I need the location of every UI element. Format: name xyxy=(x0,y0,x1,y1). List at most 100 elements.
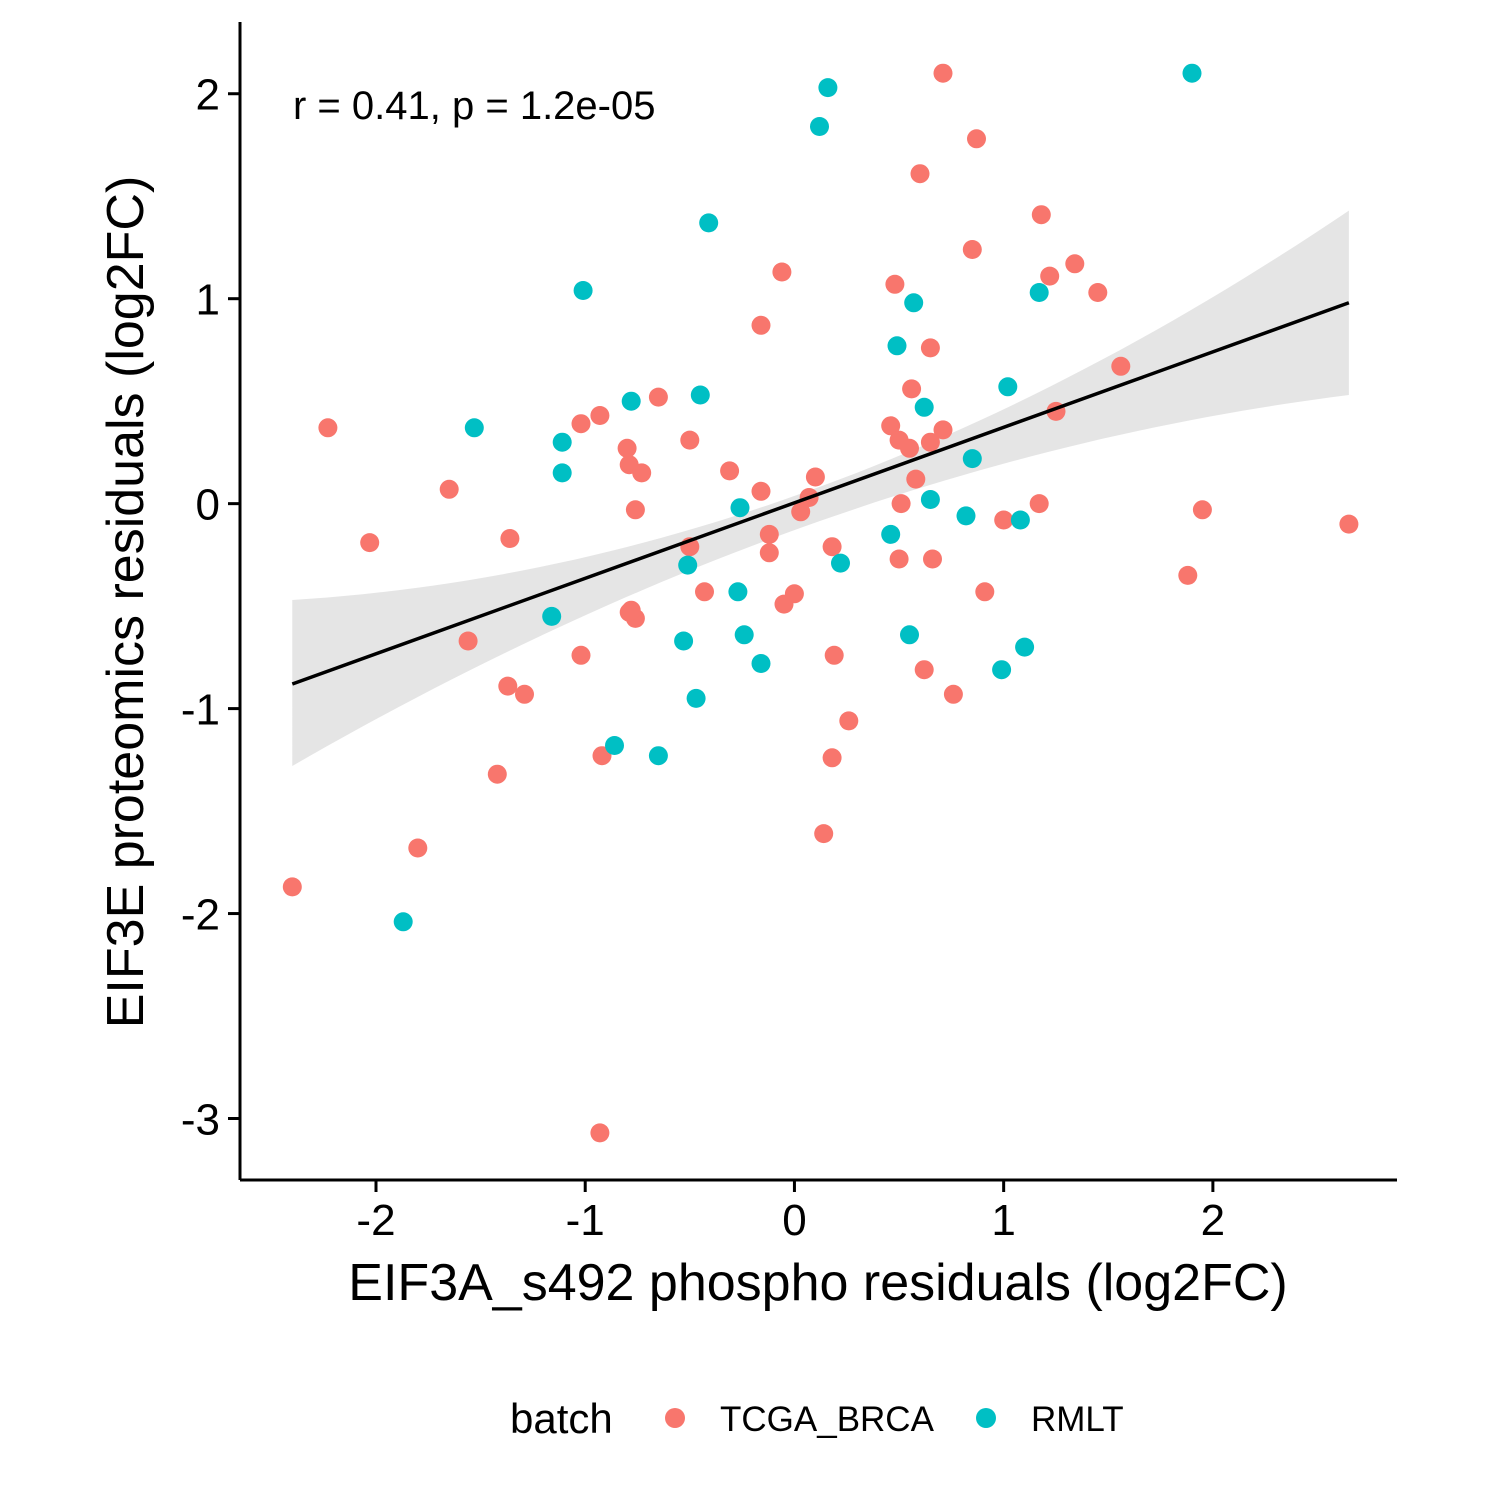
point-tcga-brca-52 xyxy=(906,469,926,489)
point-tcga-brca-49 xyxy=(920,338,940,358)
point-tcga-brca-39 xyxy=(839,711,859,731)
point-rmlt-7 xyxy=(621,391,641,411)
legend-key-tcga-brca xyxy=(665,1408,685,1428)
point-tcga-brca-21 xyxy=(621,600,641,620)
point-tcga-brca-33 xyxy=(784,584,804,604)
legend: batch TCGA_BRCA RMLT xyxy=(510,1395,1124,1442)
legend-key-rmlt xyxy=(976,1408,996,1428)
point-tcga-brca-53 xyxy=(920,432,940,452)
confidence-band-layer xyxy=(292,210,1349,767)
x-axis-title: EIF3A_s492 phospho residuals (log2FC) xyxy=(348,1254,1287,1312)
point-tcga-brca-43 xyxy=(910,164,930,184)
point-rmlt-13 xyxy=(699,213,719,233)
point-tcga-brca-7 xyxy=(500,529,520,548)
point-tcga-brca-63 xyxy=(1040,266,1060,286)
x-tick-label: 2 xyxy=(1201,1196,1225,1245)
point-tcga-brca-3 xyxy=(439,479,459,499)
point-tcga-brca-34 xyxy=(805,467,825,487)
point-tcga-brca-62 xyxy=(1031,205,1051,225)
regression-line-layer xyxy=(291,301,1350,686)
point-tcga-brca-57 xyxy=(923,549,942,569)
point-tcga-brca-59 xyxy=(943,684,963,704)
regression-line xyxy=(291,301,1350,686)
point-rmlt-25 xyxy=(914,397,934,417)
point-tcga-brca-4 xyxy=(408,838,428,858)
point-tcga-brca-22 xyxy=(648,387,668,407)
point-rmlt-33 xyxy=(1029,283,1049,302)
point-tcga-brca-2 xyxy=(360,533,380,553)
point-rmlt-4 xyxy=(573,281,593,300)
point-tcga-brca-61 xyxy=(994,510,1014,530)
legend-title: batch xyxy=(510,1395,613,1442)
point-tcga-brca-9 xyxy=(515,684,534,704)
point-rmlt-23 xyxy=(904,293,924,313)
point-tcga-brca-6 xyxy=(487,764,507,784)
point-tcga-brca-10 xyxy=(571,414,591,434)
x-tick-label: 1 xyxy=(991,1196,1015,1245)
point-rmlt-0 xyxy=(393,912,413,932)
point-tcga-brca-1 xyxy=(318,418,338,438)
point-rmlt-22 xyxy=(887,336,907,356)
point-tcga-brca-68 xyxy=(1111,356,1131,376)
point-rmlt-3 xyxy=(552,463,572,483)
y-axis-title: EIF3E proteomics residuals (log2FC) xyxy=(97,176,155,1029)
point-tcga-brca-0 xyxy=(282,877,302,897)
point-rmlt-20 xyxy=(831,553,850,573)
point-tcga-brca-60 xyxy=(975,582,995,602)
y-tick-label: 2 xyxy=(196,71,220,120)
point-rmlt-31 xyxy=(1010,510,1030,530)
point-tcga-brca-58 xyxy=(914,660,934,680)
point-rmlt-5 xyxy=(542,606,562,626)
point-rmlt-6 xyxy=(605,736,624,755)
point-rmlt-16 xyxy=(734,625,754,645)
point-rmlt-17 xyxy=(751,654,771,673)
y-tick-label: -3 xyxy=(181,1096,220,1145)
confidence-band xyxy=(292,210,1349,767)
point-rmlt-18 xyxy=(810,117,829,136)
point-tcga-brca-37 xyxy=(822,537,842,557)
point-tcga-brca-44 xyxy=(933,63,953,83)
point-tcga-brca-8 xyxy=(498,676,518,696)
point-rmlt-30 xyxy=(998,377,1018,397)
point-tcga-brca-45 xyxy=(967,129,986,149)
x-tick-label: -1 xyxy=(566,1196,605,1245)
point-rmlt-10 xyxy=(678,555,698,575)
point-rmlt-21 xyxy=(881,524,901,544)
legend-label-tcga-brca: TCGA_BRCA xyxy=(720,1400,935,1439)
point-rmlt-24 xyxy=(900,625,919,645)
point-tcga-brca-14 xyxy=(590,1123,610,1143)
point-tcga-brca-25 xyxy=(695,582,714,602)
axes-layer: -2 -1 0 1 2 -3 -2 -1 0 1 2 xyxy=(181,22,1397,1245)
point-tcga-brca-23 xyxy=(680,430,700,450)
x-tick-label: 0 xyxy=(782,1196,806,1245)
legend-label-rmlt: RMLT xyxy=(1031,1400,1124,1439)
point-tcga-brca-5 xyxy=(458,631,478,651)
point-tcga-brca-42 xyxy=(885,274,905,294)
point-tcga-brca-65 xyxy=(1088,283,1108,302)
y-tick-label: 1 xyxy=(196,276,220,325)
point-rmlt-11 xyxy=(686,688,706,708)
point-tcga-brca-70 xyxy=(1178,565,1198,585)
point-tcga-brca-12 xyxy=(590,406,610,425)
point-tcga-brca-46 xyxy=(962,240,982,259)
point-rmlt-12 xyxy=(690,385,710,405)
point-tcga-brca-17 xyxy=(632,463,652,483)
point-rmlt-15 xyxy=(730,498,750,518)
point-rmlt-26 xyxy=(920,490,940,509)
y-tick-label: -2 xyxy=(181,891,220,940)
point-tcga-brca-36 xyxy=(791,502,811,522)
point-tcga-brca-69 xyxy=(1192,500,1212,520)
point-tcga-brca-26 xyxy=(720,461,740,481)
y-tick-label: 0 xyxy=(196,481,220,530)
point-tcga-brca-40 xyxy=(822,748,842,768)
point-tcga-brca-54 xyxy=(933,420,953,440)
point-tcga-brca-38 xyxy=(824,645,844,665)
correlation-annotation: r = 0.41, p = 1.2e-05 xyxy=(293,84,655,128)
point-rmlt-1 xyxy=(464,418,484,438)
point-rmlt-9 xyxy=(674,631,694,651)
point-tcga-brca-51 xyxy=(900,438,919,458)
point-tcga-brca-28 xyxy=(772,262,792,282)
point-rmlt-29 xyxy=(992,660,1012,680)
point-rmlt-34 xyxy=(1182,63,1202,83)
